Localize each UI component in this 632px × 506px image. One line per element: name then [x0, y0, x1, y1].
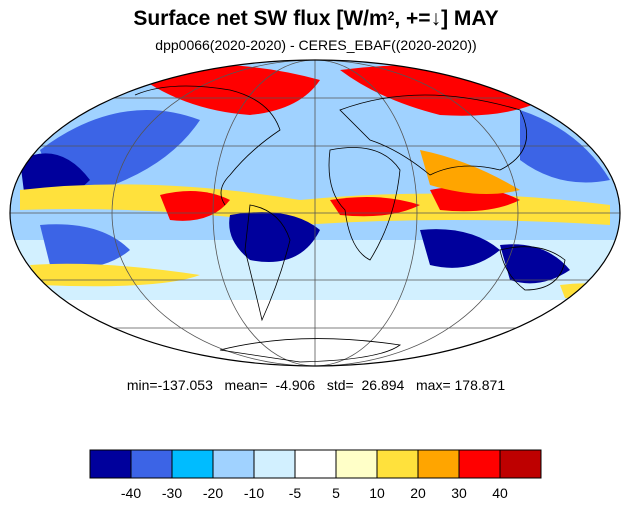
legend-tick-label: -30 — [162, 485, 182, 501]
legend-swatch — [417, 449, 460, 479]
legend-swatch — [212, 449, 255, 479]
map-border — [9, 59, 621, 367]
legend-tick-label: 30 — [451, 485, 467, 501]
red-region-north-america — [130, 64, 320, 115]
darkblue-region-australia — [500, 244, 570, 284]
title-prefix: Surface net SW flux [W/m — [133, 7, 388, 30]
title-mid: , += — [394, 7, 431, 30]
darkblue-region-sindian — [420, 229, 500, 268]
yellow-region-sw — [30, 263, 200, 287]
legend-swatch — [130, 449, 173, 479]
legend-swatch — [335, 449, 378, 479]
legend-swatch — [89, 449, 132, 479]
legend-tick-label: 5 — [332, 485, 340, 501]
legend-tick-label: 40 — [492, 485, 508, 501]
meridian-ellipse — [111, 60, 519, 366]
legend-swatch — [253, 449, 296, 479]
legend-swatch — [458, 449, 501, 479]
darkblue-region-satlantic — [229, 212, 320, 262]
legend-swatch — [376, 449, 419, 479]
orange-region-south-asia — [420, 150, 520, 194]
coastlines — [134, 85, 566, 363]
coast-australia — [499, 246, 566, 291]
blue-region-spacific — [40, 224, 130, 268]
legend-tick-label: 10 — [369, 485, 385, 501]
legend-tick-label: -40 — [121, 485, 141, 501]
statistics-line: min=-137.053 mean= -4.906 std= 26.894 ma… — [126, 377, 506, 393]
title-superscript: 2 — [387, 9, 395, 23]
legend-tick-label: -20 — [203, 485, 223, 501]
coast-eurasia — [339, 94, 528, 176]
coast-south-america — [244, 204, 291, 322]
coast-north-america — [134, 85, 281, 206]
legend-swatch — [294, 449, 337, 479]
coast-africa — [328, 147, 401, 261]
plot-title: Surface net SW flux [W/m2, +=↓] MAY — [0, 6, 632, 32]
legend-tick-label: 20 — [410, 485, 426, 501]
meridian-ellipse — [212, 60, 418, 366]
legend-tick-label: -5 — [289, 485, 302, 501]
coast-antarctica — [219, 338, 402, 363]
down-arrow-icon: ↓ — [430, 7, 442, 30]
title-suffix: ] MAY — [441, 7, 499, 30]
plot-subtitle: dpp0066(2020-2020) - CERES_EBAF((2020-20… — [155, 37, 477, 53]
legend-swatch — [171, 449, 214, 479]
legend-tick-label: -10 — [244, 485, 264, 501]
red-region-africa — [330, 196, 420, 217]
legend-swatch — [499, 449, 542, 479]
